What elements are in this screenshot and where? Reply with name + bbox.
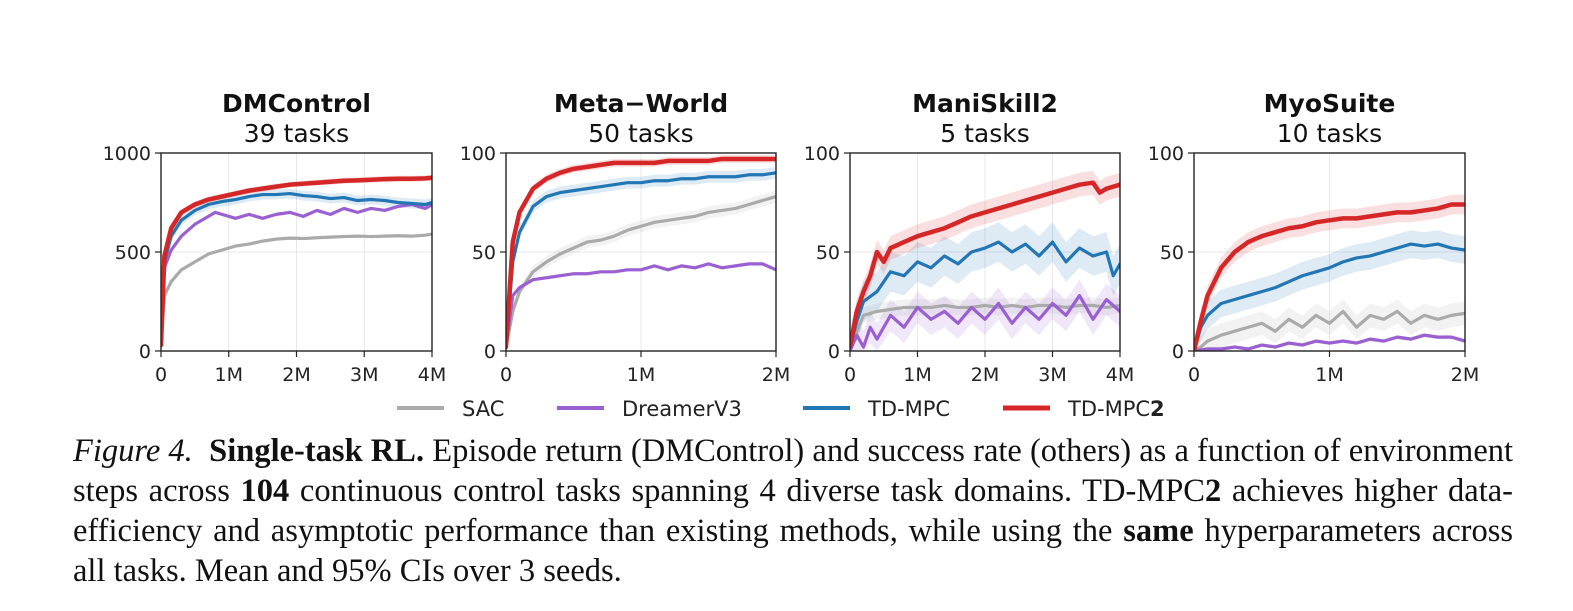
series-line-td-mpc [850, 240, 1120, 349]
y-tick-label: 100 [460, 143, 496, 165]
ci-band-sac [506, 190, 776, 351]
ci-band-sac [850, 297, 1120, 351]
caption-text-1: Episode return (DMControl) and success r… [73, 433, 1514, 509]
series-line-sac [161, 232, 432, 347]
series-group [850, 170, 1120, 351]
y-tick-label: 50 [1160, 242, 1184, 264]
legend: SAC DreamerV3 TD-MPC TD-MPC2 [397, 397, 1165, 421]
caption-label: Figure 4. [73, 433, 193, 469]
legend-label-dreamerv3: DreamerV3 [622, 397, 742, 421]
x-tick-label: 4M [418, 364, 446, 386]
x-tick-label: 1M [215, 364, 243, 386]
panel-title-myosuite: MyoSuite [1264, 89, 1396, 118]
caption-heading: Single-task RL. [209, 433, 425, 469]
panel-title-dmcontrol: DMControl [222, 89, 371, 118]
ci-band-td-mpc2 [850, 170, 1120, 351]
series-line-td-mpc2 [1194, 202, 1465, 351]
x-tick-label: 0 [1188, 364, 1200, 386]
ci-band-td-mpc [850, 222, 1120, 351]
caption-text-3: achieves higher data-efficiency and asym… [73, 473, 1513, 549]
ci-band-dreamerv3 [850, 279, 1120, 351]
caption-bold-count: 104 [240, 473, 290, 509]
series-line-td-mpc2 [161, 175, 432, 348]
x-tick-label: 4M [1106, 364, 1134, 386]
caption-text-2: continuous control tasks spanning 4 dive… [299, 473, 1205, 509]
y-tick-label: 0 [484, 341, 496, 363]
x-tick-label: 1M [903, 364, 931, 386]
series-line-td-mpc2 [506, 156, 776, 350]
x-tick-label: 3M [1038, 364, 1066, 386]
ci-band-td-mpc [1194, 230, 1465, 351]
y-tick-label: 500 [115, 242, 151, 264]
x-tick-label: 2M [971, 364, 999, 386]
x-tick-label: 2M [1451, 364, 1479, 386]
caption-bold-suffix: 2 [1204, 473, 1222, 509]
figure-caption: Figure 4. Single-task RL. Episode return… [73, 431, 1513, 591]
y-tick-label: 50 [816, 242, 840, 264]
y-tick-label: 0 [828, 341, 840, 363]
x-tick-label: 3M [350, 364, 378, 386]
panel-subtitle-myosuite: 10 tasks [1277, 119, 1382, 148]
series-line-dreamerv3 [506, 262, 776, 349]
legend-label-td-mpc2: TD-MPC2 [1067, 397, 1165, 421]
y-tick-label: 0 [139, 341, 151, 363]
panel-title-maniskill2: ManiSkill2 [912, 89, 1058, 118]
panel-subtitle-maniskill2: 5 tasks [940, 119, 1030, 148]
series-line-dreamerv3 [1194, 333, 1465, 351]
series-group [506, 154, 776, 351]
y-tick-label: 100 [1148, 143, 1184, 165]
caption-bold-same: same [1123, 513, 1194, 549]
series-line-dreamerv3 [161, 202, 432, 347]
series-group [161, 174, 432, 351]
caption-text-4: hyperparameters across all tasks. Mean a… [73, 513, 1513, 589]
panel-title-meta-world: Meta−World [554, 89, 728, 118]
x-tick-label: 0 [844, 364, 856, 386]
y-tick-label: 100 [804, 143, 840, 165]
y-tick-label: 50 [472, 242, 496, 264]
legend-label-sac: SAC [462, 397, 504, 421]
x-tick-label: 0 [155, 364, 167, 386]
series-line-sac [506, 194, 776, 349]
ci-band-td-mpc2 [1194, 194, 1465, 351]
panel-subtitle-meta-world: 50 tasks [588, 119, 693, 148]
y-tick-label: 0 [1172, 341, 1184, 363]
series-line-dreamerv3 [850, 293, 1120, 351]
legend-label-td-mpc: TD-MPC [867, 397, 950, 421]
y-tick-label: 1000 [103, 143, 151, 165]
series-line-td-mpc [1194, 242, 1465, 351]
x-tick-label: 0 [500, 364, 512, 386]
series-line-td-mpc [161, 191, 432, 347]
x-tick-label: 2M [762, 364, 790, 386]
x-tick-label: 2M [282, 364, 310, 386]
x-tick-label: 1M [627, 364, 655, 386]
series-line-sac [1194, 309, 1465, 351]
series-group [1194, 194, 1465, 351]
series-line-td-mpc [506, 171, 776, 349]
legend-bold-suffix: 2 [1150, 397, 1165, 421]
x-tick-label: 1M [1315, 364, 1343, 386]
series-line-td-mpc2 [850, 180, 1120, 350]
panel-subtitle-dmcontrol: 39 tasks [244, 119, 349, 148]
